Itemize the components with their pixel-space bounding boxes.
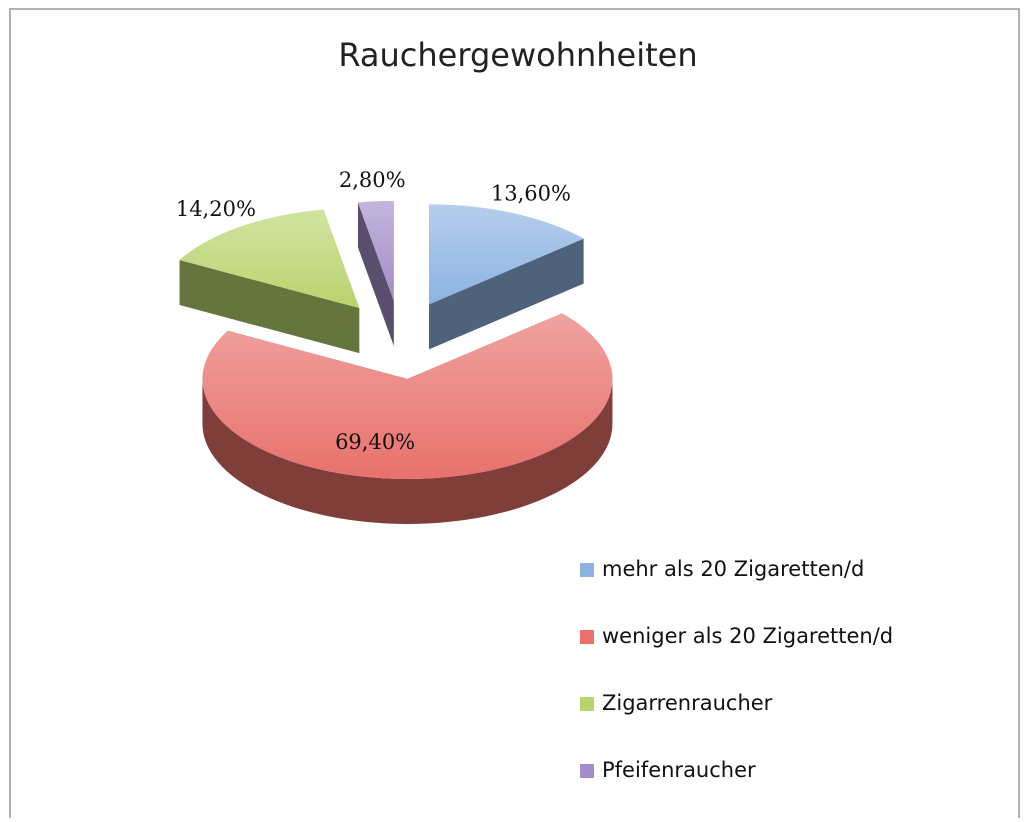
slice-shine bbox=[357, 200, 394, 301]
value-label: 13,60% bbox=[491, 182, 571, 206]
legend-label: Zigarrenraucher bbox=[602, 691, 773, 715]
slice-edge bbox=[357, 202, 394, 346]
legend-marker bbox=[580, 764, 594, 778]
slice-shine bbox=[429, 204, 584, 305]
legend-label: mehr als 20 Zigaretten/d bbox=[602, 557, 864, 581]
legend-marker bbox=[580, 563, 594, 577]
slice-shine bbox=[179, 209, 360, 309]
legend-marker bbox=[580, 697, 594, 711]
legend-label: Pfeifenraucher bbox=[602, 758, 756, 782]
value-label: 14,20% bbox=[176, 197, 256, 221]
slice-shine bbox=[202, 313, 613, 479]
slice-edge bbox=[429, 238, 584, 350]
slice-edge bbox=[179, 259, 360, 354]
value-label: 2,80% bbox=[339, 168, 406, 192]
slice-side bbox=[202, 378, 613, 524]
legend-marker bbox=[580, 630, 594, 644]
legend-label: weniger als 20 Zigaretten/d bbox=[602, 624, 893, 648]
value-label: 69,40% bbox=[335, 430, 415, 454]
chart-border bbox=[9, 8, 1020, 818]
chart-title: Rauchergewohnheiten bbox=[338, 36, 697, 74]
